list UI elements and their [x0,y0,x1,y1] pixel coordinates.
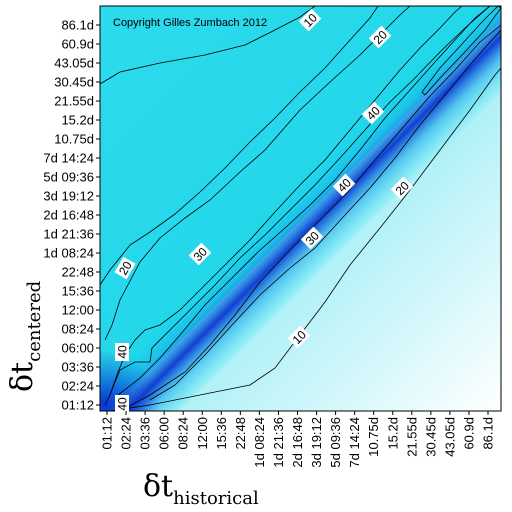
contour-label-group: 30 [300,226,324,250]
contour-line [421,6,501,96]
y-tick-label: 01:12 [61,398,94,413]
x-tick-label: 15.2d [385,417,400,450]
contour-label-background [390,176,414,200]
contour-line [104,6,491,406]
contour-label-group: 20 [368,25,392,49]
contour-label-group: 40 [361,101,385,125]
contour-line [109,67,501,411]
y-tick-label: 60.9d [61,37,94,52]
y-tick-label: 30.45d [54,75,94,90]
x-tick-label: 03:36 [138,417,153,450]
y-tick-label: 03:36 [61,360,94,375]
copyright-text: Copyright Gilles Zumbach 2012 [113,17,267,29]
contour-label-group: 40 [115,395,130,413]
contour-label: 40 [116,397,130,411]
contour-label-background [300,226,324,250]
contour-label-group: 30 [188,242,212,266]
svg-text:δtcentered: δtcentered [5,281,45,392]
contour-label-background [287,325,311,349]
y-axis-symbol: δt [5,362,40,392]
y-tick-label: 86.1d [61,18,94,33]
heatmap-field [100,6,501,411]
contour-label-group: 20 [390,176,414,200]
contour-label-background [332,173,356,197]
y-tick-label: 3d 19:12 [43,189,94,204]
contour-label-background [188,242,212,266]
x-tick-label: 08:24 [176,417,191,450]
contour-label: 20 [116,259,135,278]
y-tick-label: 2d 16:48 [43,208,94,223]
y-tick-label: 22:48 [61,265,94,280]
x-tick-label: 01:12 [100,417,115,450]
y-tick-label: 08:24 [61,322,94,337]
diagonal-ridge [100,6,501,411]
y-tick-label: 1d 08:24 [43,246,94,261]
x-tick-label: 02:24 [119,417,134,450]
contour-line [149,29,501,401]
y-tick-label: 12:00 [61,303,94,318]
y-axis-ticks: 01:12 02:24 03:36 06:00 08:24 12:00 15:36 22:48… [43,18,100,413]
contour-line [109,6,463,396]
y-axis-title: δtcentered [5,281,45,392]
y-tick-label: 43.05d [54,56,94,71]
y-tick-label: 15.2d [61,113,94,128]
y-tick-label: 15:36 [61,284,94,299]
contour-label-background [368,25,392,49]
svg-text:δthistorical: δthistorical [143,469,259,509]
contour-label-group: 10 [287,325,311,349]
y-tick-label: 5d 09:36 [43,170,94,185]
x-tick-label: 30.45d [423,417,438,457]
x-tick-label: 2d 16:48 [290,417,305,468]
contour-line [119,24,501,411]
contour-label-group: 10 [298,8,322,32]
x-axis-symbol: δt [143,469,173,504]
contour-label-background [114,256,136,280]
contour-line [100,6,316,85]
y-tick-label: 02:24 [61,379,94,394]
plot-frame [99,5,502,412]
x-axis-title: δthistorical [143,469,259,509]
y-tick-label: 06:00 [61,341,94,356]
contour-label-group: 20 [114,256,136,280]
contour-line [100,6,379,286]
x-tick-label: 22:48 [233,417,248,450]
contour-label-background [115,343,129,361]
x-tick-label: 86.1d [481,417,496,450]
contour-label-background [361,101,385,125]
x-tick-label: 21.55d [404,417,419,457]
x-tick-label: 1d 21:36 [271,417,286,468]
contour-lines [100,6,501,411]
contour-line [117,6,491,396]
contour-label-background [298,8,322,32]
x-tick-label: 15:36 [214,417,229,450]
x-tick-label: 60.9d [461,417,476,450]
contour-label-group: 40 [115,343,130,361]
x-tick-label: 5d 09:36 [328,417,343,468]
x-tick-label: 7d 14:24 [347,417,362,468]
y-axis-subscript: centered [24,281,45,362]
y-tick-label: 1d 21:36 [43,227,94,242]
contour-label-background [115,395,129,413]
x-tick-label: 12:00 [195,417,210,450]
x-axis-subscript: historical [173,488,259,509]
y-tick-label: 21.55d [54,94,94,109]
x-tick-label: 10.75d [366,417,381,457]
x-tick-label: 06:00 [157,417,172,450]
x-tick-label: 1d 08:24 [252,417,267,468]
y-tick-label: 7d 14:24 [43,151,94,166]
y-tick-label: 10.75d [54,132,94,147]
x-tick-label: 3d 19:12 [309,417,324,468]
contour-labels: 10 20 40 40 20 20 30 30 40 10 40 [114,8,414,413]
x-axis-ticks: 01:12 02:24 03:36 06:00 08:24 12:00 15:36 22:48… [100,411,496,468]
x-tick-label: 43.05d [442,417,457,457]
contour-label-group: 40 [332,173,356,197]
contour-label: 40 [116,345,130,359]
